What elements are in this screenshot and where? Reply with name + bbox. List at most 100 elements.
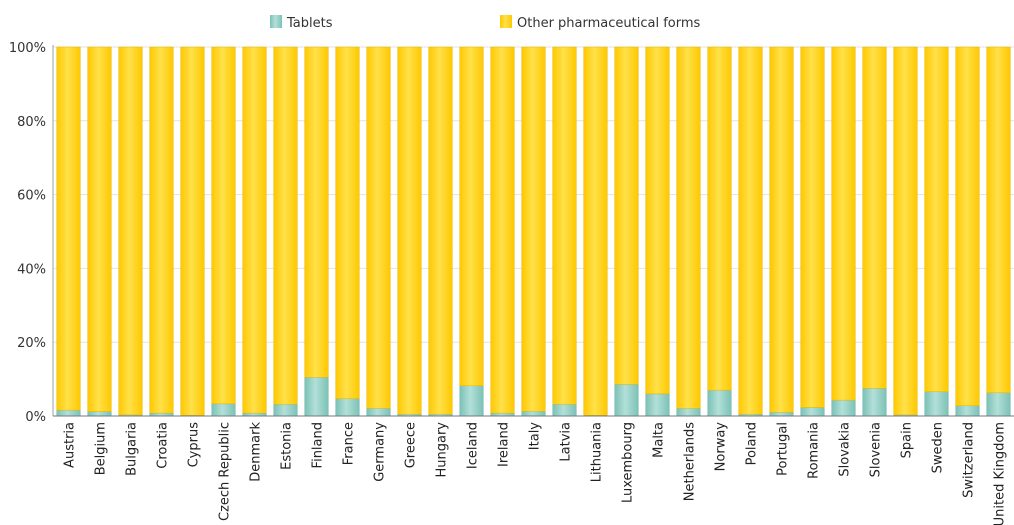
- bar-segment-other-forms[interactable]: [335, 46, 360, 399]
- x-tick-label: Germany: [373, 422, 388, 482]
- bar-segment-tablets[interactable]: [924, 391, 949, 417]
- bar-segment-other-forms[interactable]: [738, 46, 763, 415]
- bar-segment-tablets[interactable]: [521, 410, 546, 417]
- x-tick-label: Norway: [714, 422, 729, 472]
- bar-segment-other-forms[interactable]: [118, 46, 143, 416]
- x-tick-label: Iceland: [466, 422, 481, 469]
- bar-segment-tablets[interactable]: [769, 412, 794, 417]
- bar-segment-other-forms[interactable]: [397, 46, 422, 415]
- bar-segment-tablets[interactable]: [955, 405, 980, 417]
- x-tick-label: Bulgaria: [125, 422, 140, 476]
- x-axis: Austria Belgium Bulgaria Croatia Cyprus Czech…: [53, 415, 1014, 525]
- legend-label-tablets: Tablets: [286, 16, 333, 31]
- bar-segment-tablets[interactable]: [676, 408, 701, 417]
- y-tick-label: 20%: [17, 336, 46, 351]
- bar-segment-tablets[interactable]: [552, 403, 577, 417]
- bar-segment-other-forms[interactable]: [56, 46, 81, 411]
- bar-segment-other-forms[interactable]: [366, 46, 391, 409]
- bar-segment-other-forms[interactable]: [986, 46, 1011, 393]
- legend-swatch-tablets: [270, 15, 282, 28]
- x-tick-label: Portugal: [776, 422, 791, 476]
- x-tick-label: Estonia: [280, 422, 295, 470]
- bar-segment-other-forms[interactable]: [180, 46, 205, 416]
- x-tick-label: Lithuania: [590, 422, 605, 482]
- legend-label-other-forms: Other pharmaceutical forms: [517, 16, 701, 31]
- bars: [56, 46, 1011, 417]
- x-tick-label: Latvia: [559, 422, 574, 462]
- bar-segment-other-forms[interactable]: [552, 46, 577, 405]
- bar-segment-other-forms[interactable]: [645, 46, 670, 395]
- bar-segment-other-forms[interactable]: [149, 46, 174, 414]
- x-tick-label: Croatia: [156, 422, 171, 469]
- bar-segment-other-forms[interactable]: [490, 46, 515, 414]
- x-tick-label: Denmark: [249, 422, 264, 482]
- bar-segment-other-forms[interactable]: [211, 46, 236, 405]
- x-tick-label: Malta: [652, 422, 667, 458]
- bar-segment-other-forms[interactable]: [831, 46, 856, 401]
- bar-segment-other-forms[interactable]: [676, 46, 701, 409]
- y-tick-label: 80%: [17, 115, 46, 130]
- y-tick-label: 40%: [17, 262, 46, 277]
- bar-segment-other-forms[interactable]: [583, 46, 608, 416]
- legend-swatch-other-forms: [500, 15, 512, 28]
- bar-segment-other-forms[interactable]: [769, 46, 794, 413]
- x-tick-label: Slovakia: [838, 422, 853, 477]
- x-tick-label: United Kingdom: [993, 422, 1008, 525]
- x-tick-label: Spain: [900, 422, 915, 458]
- x-tick-label: Italy: [528, 422, 543, 451]
- x-tick-label: Cyprus: [187, 422, 202, 468]
- legend-item-tablets[interactable]: Tablets: [270, 15, 333, 31]
- legend-item-other-forms[interactable]: Other pharmaceutical forms: [500, 15, 701, 31]
- x-tick-label: Belgium: [94, 422, 109, 475]
- bar-segment-tablets[interactable]: [211, 403, 236, 417]
- y-tick-label: 100%: [9, 41, 46, 56]
- bar-segment-other-forms[interactable]: [614, 46, 639, 385]
- bar-segment-tablets[interactable]: [87, 411, 112, 417]
- x-tick-label: Czech Republic: [218, 422, 233, 521]
- bar-segment-tablets[interactable]: [459, 385, 484, 417]
- x-tick-label: Netherlands: [683, 422, 698, 501]
- x-tick-label: Poland: [745, 422, 760, 465]
- y-axis: 0% 20% 40% 60% 80% 100%: [9, 41, 54, 425]
- bar-segment-other-forms[interactable]: [800, 46, 825, 408]
- bar-segment-other-forms[interactable]: [242, 46, 267, 414]
- bar-segment-other-forms[interactable]: [955, 46, 980, 406]
- bar-segment-other-forms[interactable]: [87, 46, 112, 412]
- bar-segment-tablets[interactable]: [800, 407, 825, 417]
- bar-segment-other-forms[interactable]: [304, 46, 329, 378]
- x-tick-label: Finland: [311, 422, 326, 468]
- x-tick-label: Austria: [63, 422, 78, 468]
- bar-segment-tablets[interactable]: [862, 388, 887, 417]
- bar-segment-tablets[interactable]: [707, 389, 732, 417]
- bar-segment-tablets[interactable]: [273, 403, 298, 417]
- bar-segment-tablets[interactable]: [645, 393, 670, 417]
- x-tick-label: Hungary: [435, 422, 450, 478]
- bar-segment-other-forms[interactable]: [273, 46, 298, 405]
- bar-segment-other-forms[interactable]: [459, 46, 484, 386]
- y-tick-label: 0%: [25, 410, 46, 425]
- x-tick-label: Luxembourg: [621, 422, 636, 503]
- bar-segment-other-forms[interactable]: [707, 46, 732, 391]
- bar-segment-tablets[interactable]: [986, 392, 1011, 417]
- bar-segment-other-forms[interactable]: [893, 46, 918, 416]
- bar-segment-tablets[interactable]: [614, 384, 639, 417]
- bar-segment-other-forms[interactable]: [521, 46, 546, 412]
- bar-segment-tablets[interactable]: [335, 398, 360, 417]
- bar-segment-tablets[interactable]: [56, 409, 81, 417]
- bar-segment-tablets[interactable]: [831, 399, 856, 417]
- bar-segment-other-forms[interactable]: [924, 46, 949, 392]
- x-tick-label: Switzerland: [962, 422, 977, 498]
- y-tick-label: 60%: [17, 189, 46, 204]
- x-tick-label: Greece: [404, 422, 419, 468]
- legend: Tablets Other pharmaceutical forms: [270, 15, 701, 31]
- x-tick-label: Ireland: [497, 422, 512, 467]
- x-tick-label: Romania: [807, 422, 822, 479]
- bar-segment-other-forms[interactable]: [428, 46, 453, 415]
- bar-segment-other-forms[interactable]: [862, 46, 887, 389]
- bar-segment-tablets[interactable]: [366, 408, 391, 417]
- x-tick-label: France: [342, 422, 357, 465]
- x-tick-label: Sweden: [931, 422, 946, 473]
- bar-segment-tablets[interactable]: [304, 377, 329, 417]
- x-tick-label: Slovenia: [869, 422, 884, 477]
